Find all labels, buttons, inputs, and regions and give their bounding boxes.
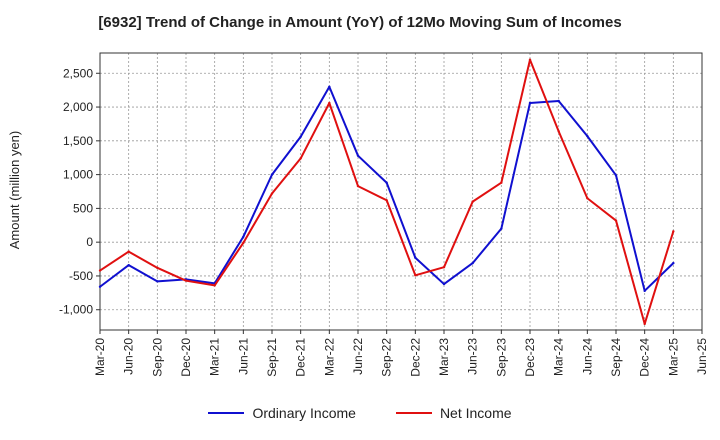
y-tick-label: 2,000 — [63, 100, 93, 114]
series — [98, 58, 675, 326]
data-point-net-income — [643, 322, 646, 326]
data-point-ordinary-income — [328, 85, 331, 88]
grid — [100, 53, 702, 330]
data-point-net-income — [672, 230, 675, 233]
x-tick-label: Dec-22 — [408, 338, 422, 377]
data-point-ordinary-income — [471, 261, 474, 265]
data-point-ordinary-income — [270, 173, 274, 176]
y-tick-label: 1,500 — [63, 134, 93, 148]
x-tick-label: Mar-20 — [93, 338, 107, 376]
x-tick-label: Dec-21 — [294, 338, 308, 377]
data-point-ordinary-income — [557, 99, 560, 103]
data-point-net-income — [299, 157, 302, 160]
x-tick-label: Jun-22 — [351, 338, 365, 375]
data-point-net-income — [213, 284, 216, 287]
data-point-net-income — [385, 199, 388, 202]
legend: Ordinary Income Net Income — [0, 405, 720, 421]
data-point-net-income — [356, 184, 360, 188]
data-point-net-income — [270, 192, 274, 195]
data-point-ordinary-income — [500, 227, 503, 230]
x-tick-label: Dec-24 — [638, 338, 652, 377]
data-point-net-income — [242, 241, 245, 245]
x-tick-label: Mar-23 — [437, 338, 451, 376]
data-point-ordinary-income — [242, 235, 245, 238]
legend-item-ordinary-income: Ordinary Income — [208, 405, 356, 421]
legend-swatch-ordinary-income — [208, 412, 245, 414]
axes: -1,000 -500 0 500 1,000 1,500 2,000 2,500 Mar-20… — [59, 52, 709, 377]
data-point-ordinary-income — [528, 101, 532, 105]
y-tick-label: 2,500 — [63, 66, 93, 80]
plot-border — [99, 52, 703, 331]
legend-label-ordinary-income: Ordinary Income — [252, 405, 356, 421]
data-point-ordinary-income — [586, 134, 589, 138]
data-point-ordinary-income — [127, 263, 130, 267]
series-line-net-income — [99, 58, 675, 325]
x-tick-label: Mar-21 — [208, 338, 222, 376]
x-tick-label: Dec-23 — [523, 338, 537, 377]
y-axis-label: Amount (million yen) — [7, 131, 22, 250]
data-point-ordinary-income — [442, 282, 446, 286]
data-point-net-income — [500, 181, 503, 184]
data-point-net-income — [156, 266, 159, 270]
data-point-net-income — [328, 101, 331, 105]
x-tick-label: Jun-20 — [122, 338, 136, 375]
data-point-net-income — [557, 130, 560, 133]
y-tick-label: 500 — [73, 201, 93, 215]
data-point-ordinary-income — [385, 181, 388, 184]
data-point-ordinary-income — [156, 280, 159, 283]
data-point-net-income — [414, 274, 417, 277]
x-tick-label: Jun-23 — [466, 338, 480, 375]
chart-title: [6932] Trend of Change in Amount (YoY) o… — [98, 14, 622, 31]
data-point-ordinary-income — [672, 261, 675, 265]
data-point-ordinary-income — [98, 285, 102, 288]
data-point-net-income — [442, 265, 446, 269]
data-point-net-income — [528, 58, 532, 61]
y-tick-label: -500 — [69, 269, 93, 283]
x-tick-label: Jun-24 — [580, 338, 594, 375]
y-tick-label: 0 — [86, 235, 93, 249]
legend-item-net-income: Net Income — [395, 405, 512, 421]
data-point-net-income — [471, 200, 474, 203]
x-tick-label: Sep-22 — [380, 338, 394, 377]
x-tick-label: Sep-20 — [150, 338, 164, 377]
data-point-ordinary-income — [299, 135, 302, 138]
data-point-net-income — [98, 269, 102, 272]
x-tick-label: Sep-23 — [494, 338, 508, 377]
data-point-net-income — [586, 197, 589, 200]
data-point-ordinary-income — [414, 256, 417, 259]
y-tick-label: -1,000 — [59, 303, 93, 317]
x-tick-label: Sep-21 — [265, 338, 279, 377]
legend-swatch-net-income — [395, 412, 432, 414]
data-point-net-income — [184, 279, 188, 282]
legend-label-net-income: Net Income — [439, 405, 512, 421]
x-tick-label: Mar-22 — [322, 338, 336, 376]
x-tick-label: Mar-25 — [666, 338, 680, 376]
x-tick-label: Sep-24 — [609, 338, 623, 377]
y-tick-label: 1,000 — [63, 168, 93, 182]
data-point-ordinary-income — [614, 174, 618, 177]
data-point-ordinary-income — [643, 289, 646, 293]
data-point-net-income — [127, 250, 130, 253]
x-tick-label: Jun-21 — [236, 338, 250, 375]
data-point-net-income — [614, 219, 618, 222]
data-point-ordinary-income — [356, 154, 360, 157]
x-tick-label: Jun-25 — [695, 338, 709, 375]
x-tick-label: Dec-20 — [179, 338, 193, 377]
x-tick-label: Mar-24 — [552, 338, 566, 376]
